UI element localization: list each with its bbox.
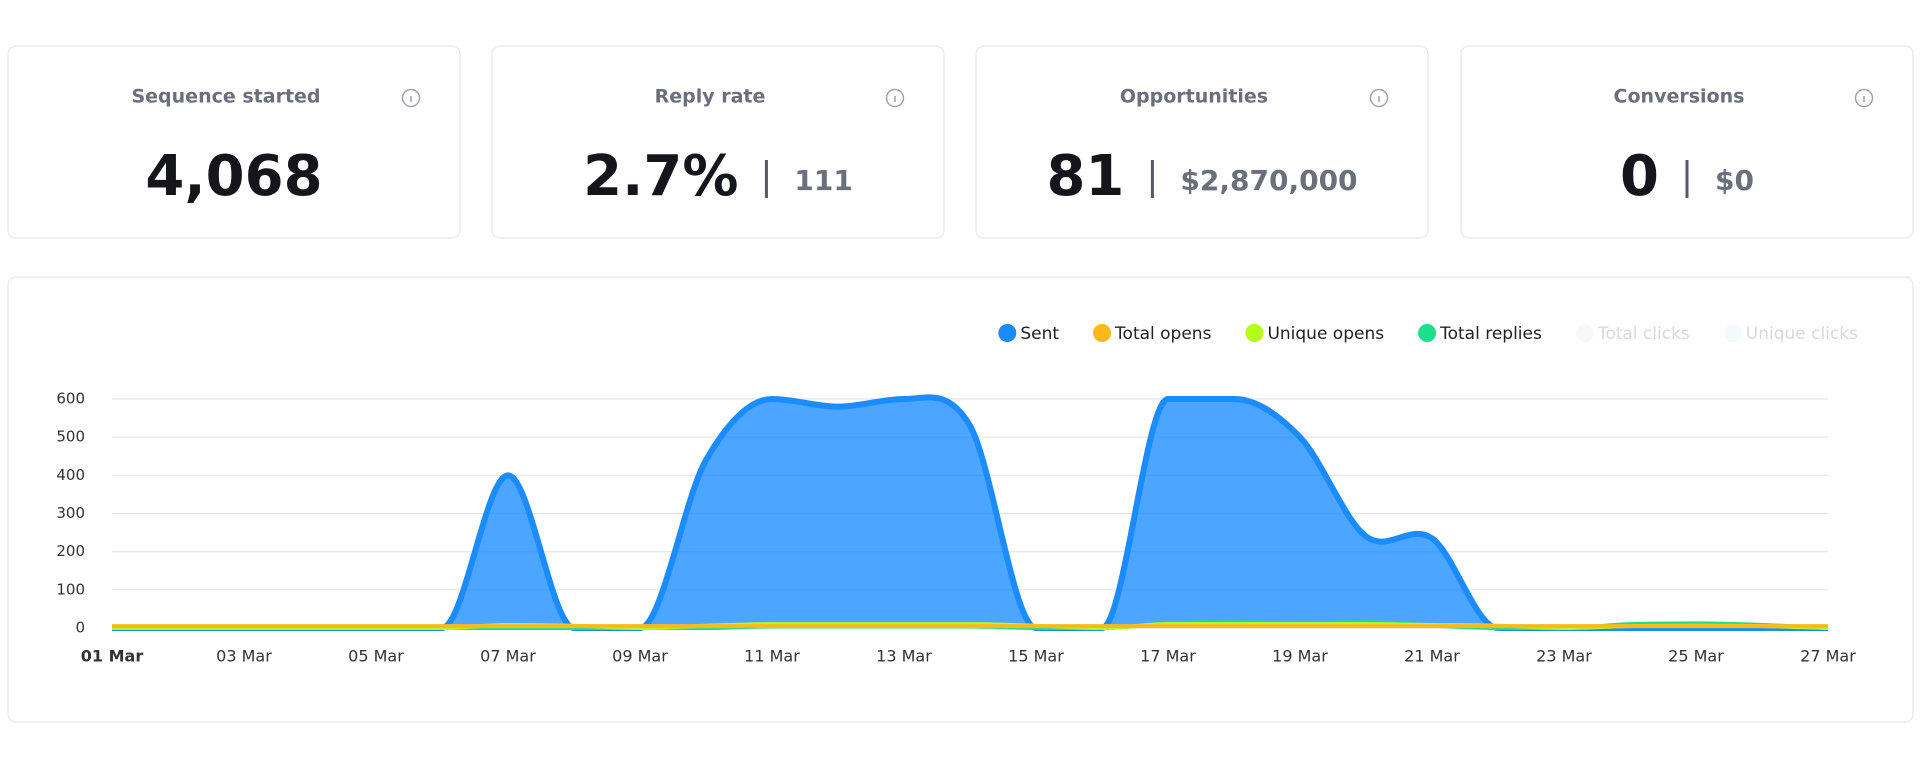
kpi-card xyxy=(491,45,945,239)
legend: Sent Total opens Unique opens Total replies… xyxy=(998,324,1858,344)
kpi-value: 2.7% xyxy=(583,144,738,209)
y-tick-label: 200 xyxy=(56,542,85,560)
series-area xyxy=(112,397,1828,628)
kpi-secondary: 111 xyxy=(794,164,852,197)
x-tick-label: 01 Mar xyxy=(81,647,144,666)
legend-item[interactable]: Total opens xyxy=(1093,324,1212,344)
y-tick-label: 100 xyxy=(56,580,85,598)
legend-label: Sent xyxy=(1020,324,1059,344)
legend-swatch xyxy=(998,324,1017,342)
x-tick-label: 17 Mar xyxy=(1140,647,1196,666)
legend-swatch xyxy=(1575,324,1594,342)
x-tick-label: 11 Mar xyxy=(744,647,800,666)
y-tick-label: 400 xyxy=(56,466,85,484)
legend-swatch xyxy=(1723,324,1742,342)
info-icon xyxy=(401,88,421,108)
kpi-card xyxy=(975,45,1429,239)
y-tick-label: 300 xyxy=(56,504,85,522)
info-icon xyxy=(885,88,905,108)
legend-item[interactable]: Total replies xyxy=(1418,324,1542,344)
x-tick-label: 15 Mar xyxy=(1008,647,1064,666)
kpi-values: 4,068 xyxy=(145,144,322,209)
info-icon xyxy=(1854,88,1874,108)
kpi-value: 4,068 xyxy=(145,144,322,209)
kpi-card xyxy=(7,45,461,239)
x-tick-label: 23 Mar xyxy=(1536,647,1592,666)
legend-label: Total replies xyxy=(1439,324,1542,344)
y-tick-label: 600 xyxy=(56,390,85,408)
y-tick-label: 0 xyxy=(75,619,85,637)
kpi-values: 0 $0 xyxy=(1620,144,1754,209)
x-tick-label: 07 Mar xyxy=(480,647,536,666)
kpi-title: Opportunities xyxy=(1120,86,1268,108)
kpi-value: 0 xyxy=(1620,144,1659,209)
legend-swatch xyxy=(1245,324,1264,342)
x-tick-label: 21 Mar xyxy=(1404,647,1460,666)
legend-item[interactable]: Total clicks xyxy=(1575,324,1690,344)
legend-item[interactable]: Sent xyxy=(998,324,1059,344)
kpi-values: 2.7% 111 xyxy=(583,144,853,209)
x-tick-label: 03 Mar xyxy=(216,647,272,666)
x-tick-label: 19 Mar xyxy=(1272,647,1328,666)
x-tick-label: 27 Mar xyxy=(1800,647,1856,666)
x-tick-label: 25 Mar xyxy=(1668,647,1724,666)
legend-label: Unique clicks xyxy=(1746,324,1858,344)
x-tick-label: 13 Mar xyxy=(876,647,932,666)
info-icon xyxy=(1369,88,1389,108)
kpi-title: Sequence started xyxy=(131,86,320,108)
kpi-secondary: $2,870,000 xyxy=(1180,164,1357,197)
legend-label: Total opens xyxy=(1114,324,1212,344)
legend-label: Total clicks xyxy=(1597,324,1690,344)
kpi-values: 81 $2,870,000 xyxy=(1046,144,1357,209)
x-tick-label: 05 Mar xyxy=(348,647,404,666)
y-tick-label: 500 xyxy=(56,428,85,446)
kpi-title: Conversions xyxy=(1614,86,1745,108)
legend-swatch xyxy=(1418,324,1437,342)
kpi-title: Reply rate xyxy=(655,86,766,108)
kpi-secondary: $0 xyxy=(1715,164,1754,197)
legend-swatch xyxy=(1093,324,1112,342)
x-tick-label: 09 Mar xyxy=(612,647,668,666)
legend-item[interactable]: Unique clicks xyxy=(1723,324,1858,344)
kpi-value: 81 xyxy=(1046,144,1124,209)
kpi-card xyxy=(1460,45,1914,239)
legend-item[interactable]: Unique opens xyxy=(1245,324,1384,344)
legend-label: Unique opens xyxy=(1267,324,1384,344)
